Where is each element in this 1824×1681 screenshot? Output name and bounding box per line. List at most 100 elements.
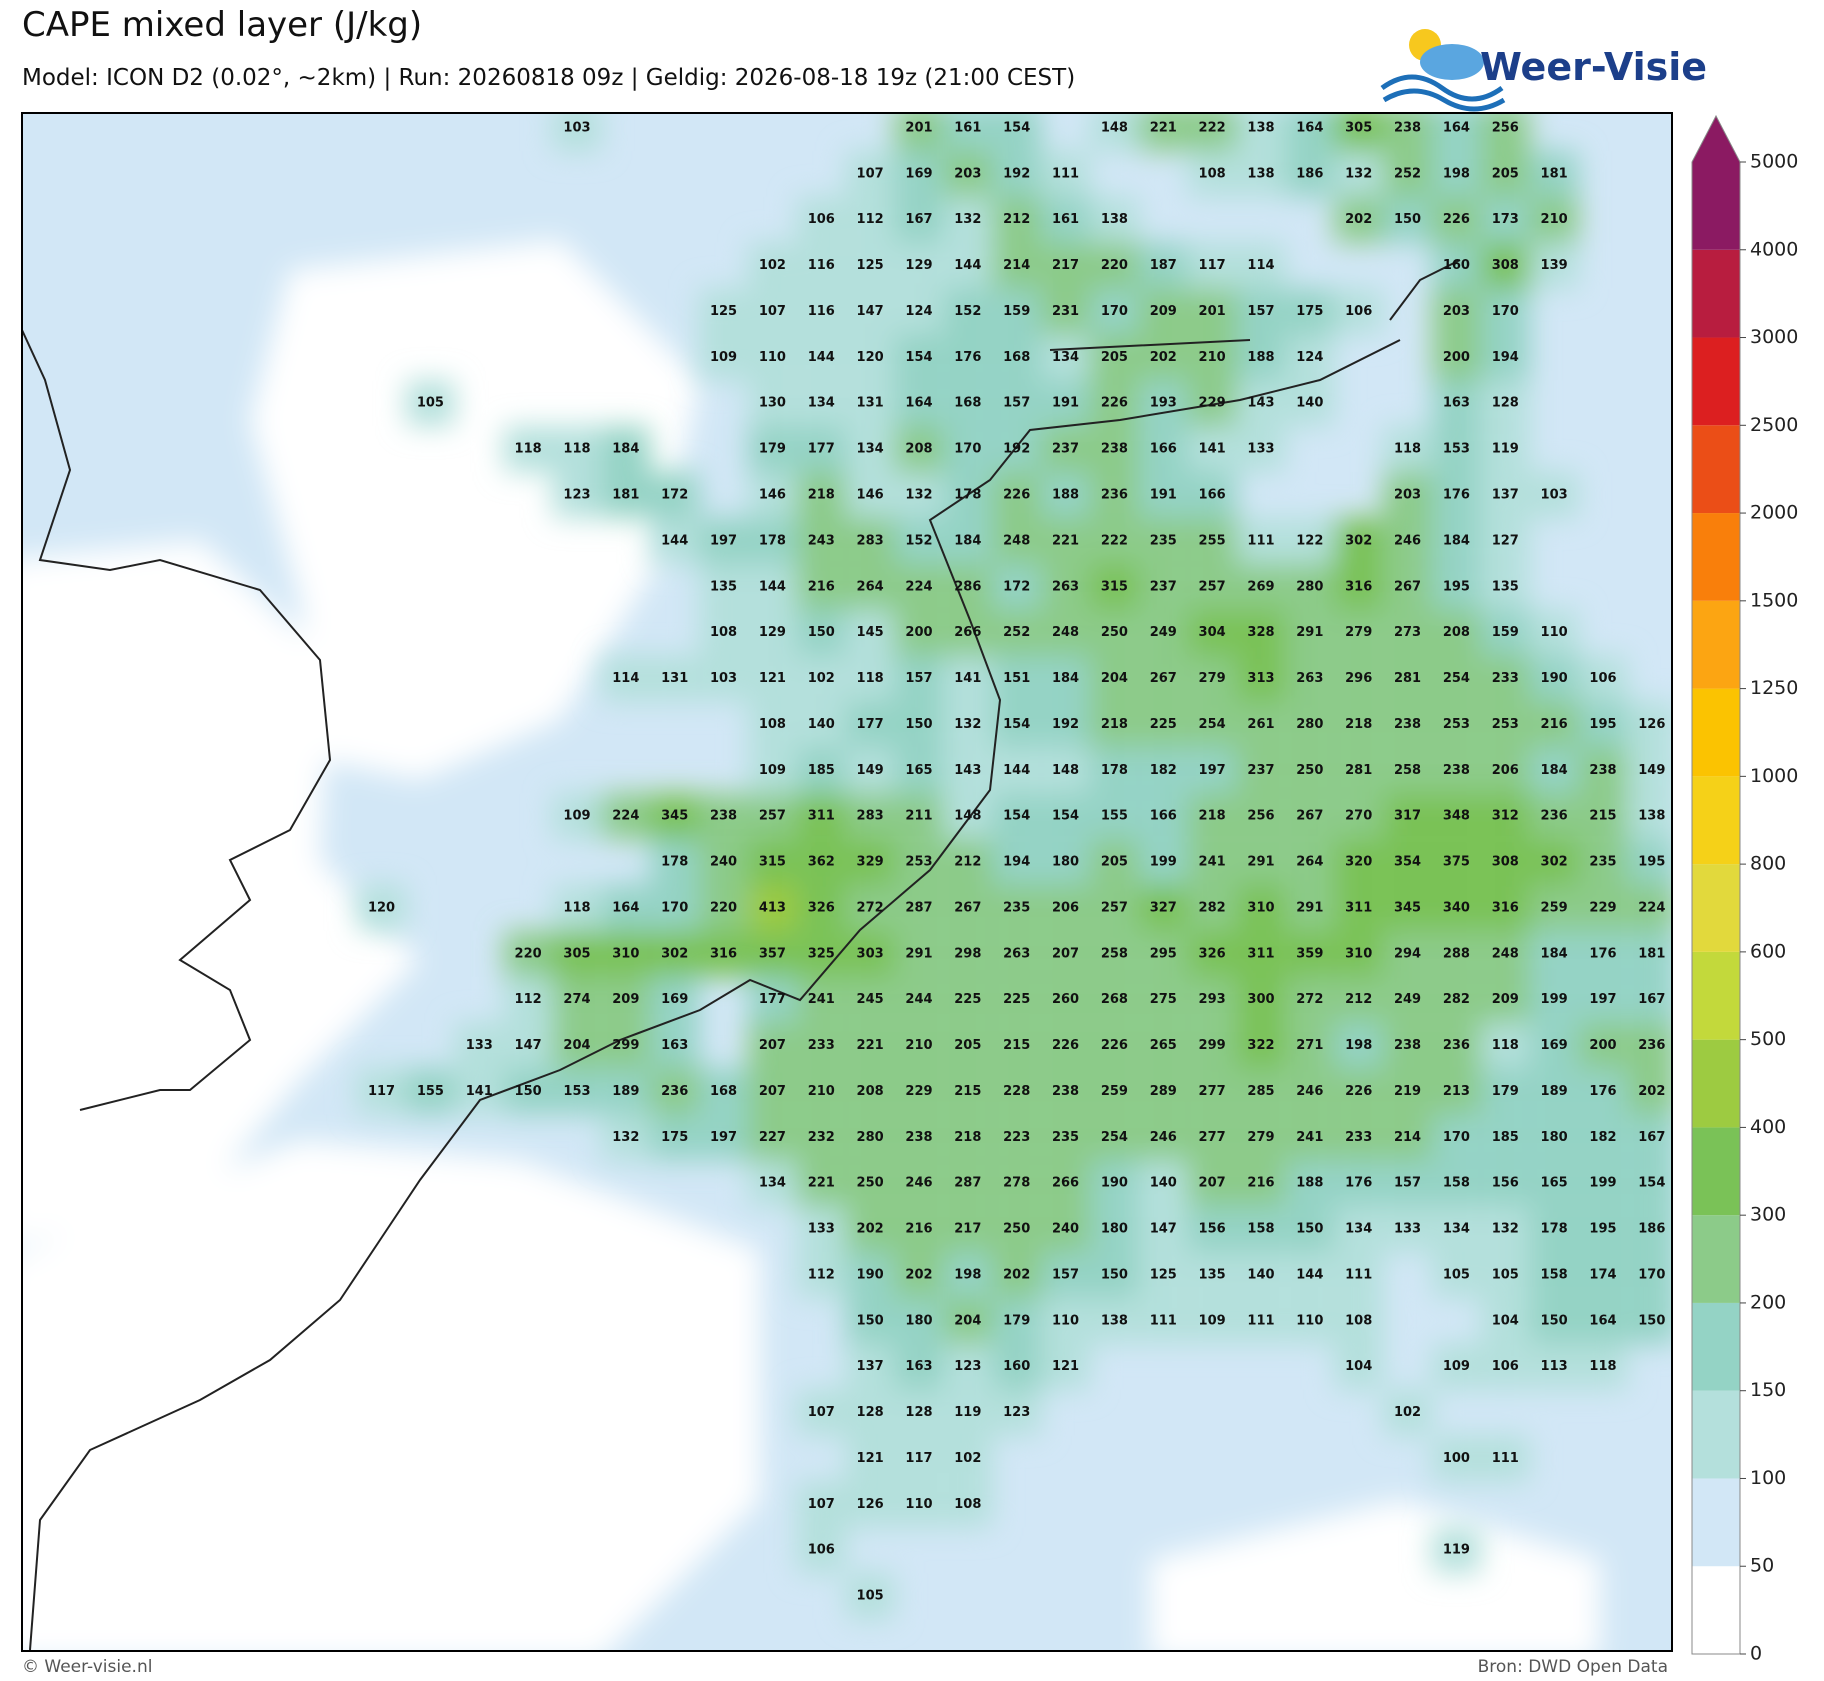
cape-cell [894, 1022, 944, 1069]
cape-cell [699, 655, 748, 702]
cape-cell [1138, 1022, 1188, 1069]
cape-cell [1089, 1251, 1139, 1298]
continent-coast [29, 339, 1401, 1651]
cape-cell [1138, 1114, 1188, 1161]
cape-cell [1383, 1068, 1432, 1115]
cape-value: 126 [857, 1497, 884, 1512]
cape-cell [1578, 1022, 1628, 1069]
cape-cell [992, 839, 1042, 885]
cape-value: 176 [1345, 1176, 1372, 1191]
cape-cell [1089, 839, 1139, 885]
cape-cell [1138, 517, 1188, 564]
cape-cell [1529, 1022, 1579, 1069]
cape-value: 250 [857, 1176, 884, 1191]
cape-cell [1480, 426, 1530, 473]
cape-value: 280 [1296, 579, 1323, 594]
cape-value: 150 [1638, 1313, 1665, 1328]
cape-value: 144 [661, 533, 688, 548]
cape-cell [1138, 1068, 1188, 1115]
cape-value: 223 [1003, 1130, 1030, 1145]
cape-value: 188 [1296, 1176, 1323, 1191]
cape-value: 152 [905, 533, 932, 548]
cape-value: 235 [1003, 900, 1030, 915]
cape-cell [1236, 242, 1286, 289]
cape-cell [796, 1251, 846, 1298]
cape-value: 132 [1345, 166, 1372, 181]
logo-waves [1380, 74, 1506, 112]
cape-cell [1383, 1114, 1432, 1161]
cape-value: 225 [1150, 717, 1177, 732]
cape-value: 156 [1199, 1222, 1226, 1237]
cape-cell [699, 930, 748, 977]
cape-cell [1041, 884, 1090, 931]
cape-value: 221 [808, 1176, 835, 1191]
cape-cell [1578, 1160, 1628, 1207]
cape-value: 184 [1541, 763, 1568, 778]
cape-value: 312 [1492, 809, 1519, 824]
cape-cell [992, 196, 1042, 243]
cape-cell [992, 609, 1042, 656]
colorbar-cell [1692, 1039, 1740, 1128]
cape-value: 134 [1443, 1222, 1470, 1237]
cape-cell [1236, 113, 1286, 151]
cape-cell [943, 1022, 993, 1069]
cape-value: 144 [1296, 1267, 1323, 1282]
coastlines [22, 259, 1461, 1651]
cape-value: 267 [1150, 671, 1177, 686]
cape-cell [1041, 839, 1090, 885]
cape-value: 144 [1003, 763, 1030, 778]
colorbar-cell [1692, 1127, 1740, 1216]
cape-value: 150 [1394, 212, 1421, 227]
cape-cell [796, 1022, 846, 1069]
cape-value: 161 [954, 120, 981, 135]
cape-cell [1041, 150, 1090, 197]
cape-value: 165 [905, 763, 932, 778]
cape-cell [992, 472, 1042, 518]
cape-value: 124 [905, 304, 932, 319]
cape-cell [1187, 609, 1237, 656]
cape-cell [894, 472, 944, 518]
cape-value: 220 [1101, 258, 1128, 273]
cape-cell [1334, 930, 1384, 977]
cape-value: 118 [563, 900, 590, 915]
cape-cell [1334, 747, 1384, 794]
colorbar-cell [1692, 162, 1740, 250]
cape-value: 254 [1199, 717, 1226, 732]
cape-value: 224 [1638, 900, 1665, 915]
cape-value: 195 [1443, 579, 1470, 594]
cape-value: 218 [1101, 717, 1128, 732]
cape-value: 202 [1150, 350, 1177, 365]
cape-value: 157 [1247, 304, 1274, 319]
cape-cell [1529, 1114, 1579, 1161]
cape-value: 163 [1443, 396, 1470, 411]
cape-value: 310 [612, 946, 639, 961]
cape-value: 166 [1150, 809, 1177, 824]
cape-value: 288 [1443, 946, 1470, 961]
cape-value: 259 [1101, 1084, 1128, 1099]
cape-cell [650, 655, 700, 702]
cape-value: 181 [612, 487, 639, 502]
cape-value: 300 [1247, 992, 1274, 1007]
cape-value: 235 [1052, 1130, 1079, 1145]
cape-cell [1187, 380, 1237, 427]
cape-cell [943, 976, 993, 1023]
cape-cell [552, 930, 602, 977]
cape-cell [1285, 334, 1335, 381]
cape-value: 229 [905, 1084, 932, 1099]
cape-cell [992, 1206, 1042, 1252]
colorbar-tick-label: 4000 [1750, 238, 1798, 260]
cape-value: 109 [1443, 1359, 1470, 1374]
cape-cell [1431, 563, 1481, 610]
cape-cell [1041, 930, 1090, 977]
colorbar-cell [1692, 249, 1740, 338]
cape-cell [1529, 655, 1579, 702]
cape-value: 192 [1052, 717, 1079, 732]
cape-value: 259 [1541, 900, 1568, 915]
cape-cell [796, 1160, 846, 1207]
cape-value: 257 [1101, 900, 1128, 915]
cape-value: 165 [1541, 1176, 1568, 1191]
cape-cell [1480, 701, 1530, 748]
cape-value: 206 [1052, 900, 1079, 915]
cape-value: 264 [857, 579, 884, 594]
